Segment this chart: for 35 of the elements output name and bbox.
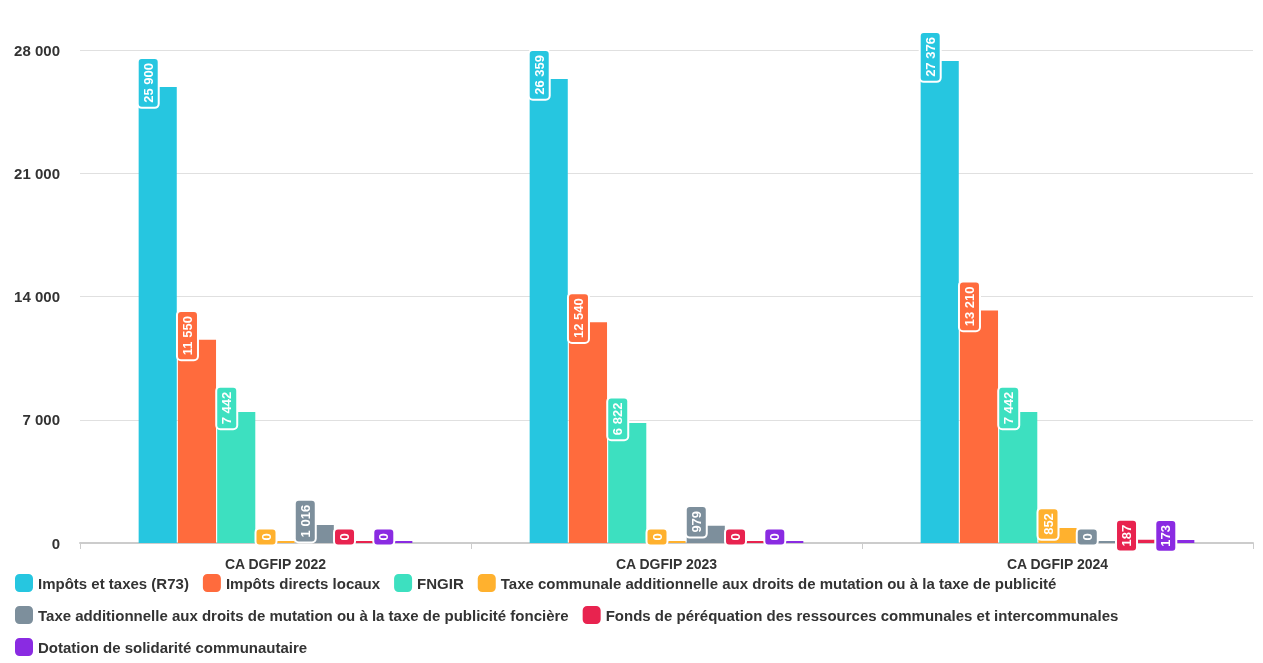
legend-label: Impôts et taxes (R73) [38,574,189,592]
data-label: 27 376 [922,37,938,77]
data-label: 13 210 [961,286,977,327]
data-label: 0 [767,533,783,541]
data-label: 0 [337,533,353,541]
y-tick-label: 14 000 [14,288,60,305]
x-tick-label: CA DGFIP 2023 [615,556,718,572]
legend-label: Taxe communale additionnelle aux droits de mutation ou à la taxe de publicité [500,574,1057,592]
y-tick-label: 21 000 [14,164,60,182]
data-label: 7 442 [1001,391,1017,425]
y-tick-label: 0 [51,534,60,552]
data-label: 6 822 [610,402,626,436]
data-label: 0 [728,533,744,541]
legend-label: FNGIR [417,574,464,592]
data-label: 25 900 [140,63,156,103]
legend-label: Dotation de solidarité communautaire [38,638,308,656]
x-tick-label: CA DGFIP 2022 [224,556,327,572]
data-label: 0 [1079,533,1095,541]
data-label: 979 [688,510,704,533]
x-tick-label: CA DGFIP 2024 [1006,556,1109,572]
y-tick-label: 7 000 [22,411,60,429]
data-label: 187 [1119,524,1135,547]
data-label: 7 442 [219,391,235,425]
legend-label: Fonds de péréquation des ressources communales et intercommunales [605,606,1119,624]
data-label: 173 [1158,525,1174,547]
legend-label: Taxe additionnelle aux droits de mutation ou à la taxe de publicité foncière [38,606,569,624]
data-label: 11 550 [179,316,195,356]
data-label: 26 359 [531,55,547,95]
data-label: 0 [258,533,274,541]
data-label: 0 [376,533,392,541]
legend-label: Impôts directs locaux [225,574,381,592]
data-label: 852 [1040,513,1056,535]
y-tick-label: 28 000 [14,41,60,59]
data-label: 0 [649,533,665,541]
data-label: 12 540 [570,298,586,339]
